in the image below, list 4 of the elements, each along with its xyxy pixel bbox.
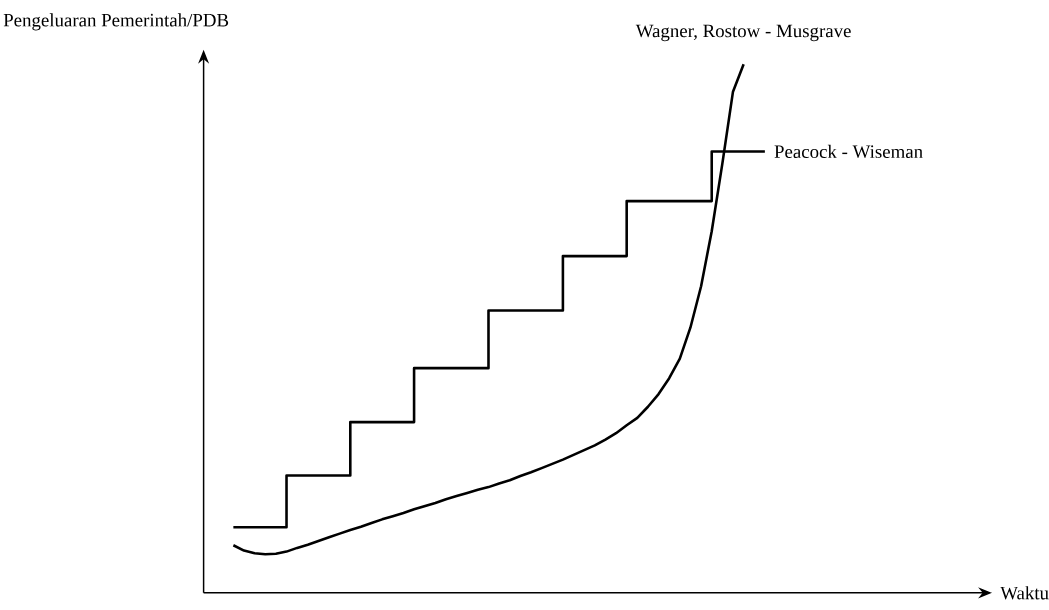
series-label: Wagner, Rostow - Musgrave xyxy=(635,24,851,42)
text: Waktu xyxy=(1000,586,1049,600)
y-axis-title: Pengeluaran Pemerintah/PDB xyxy=(3,13,229,31)
series-label: Peacock - Wiseman xyxy=(774,144,923,159)
